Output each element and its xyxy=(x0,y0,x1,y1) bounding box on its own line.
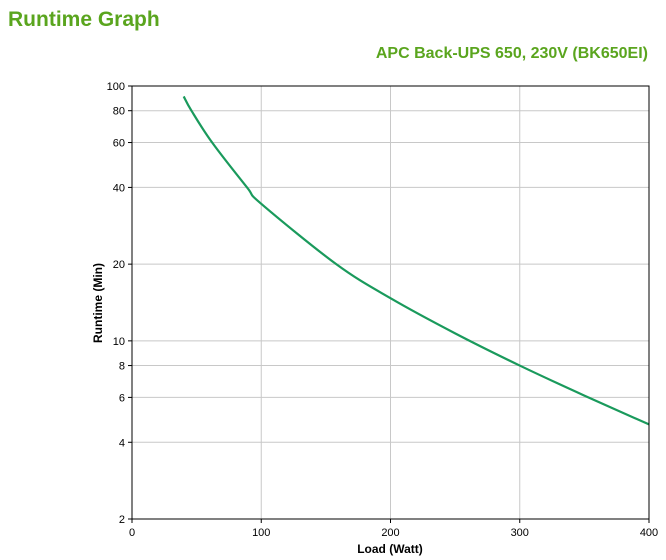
y-tick-label: 40 xyxy=(113,182,125,194)
y-tick-label: 2 xyxy=(119,514,125,526)
y-tick-label: 10 xyxy=(113,336,125,348)
x-tick-label: 300 xyxy=(511,527,529,539)
y-tick-label: 60 xyxy=(113,138,125,150)
y-tick-label: 20 xyxy=(113,259,125,271)
chart-title: APC Back-UPS 650, 230V (BK650EI) xyxy=(375,45,648,62)
x-tick-label: 0 xyxy=(129,527,135,539)
x-tick-label: 100 xyxy=(252,527,270,539)
y-axis-label: Runtime (Min) xyxy=(91,263,105,343)
x-tick-label: 400 xyxy=(640,527,658,539)
y-tick-label: 6 xyxy=(119,392,125,404)
plot-border xyxy=(131,85,650,520)
page-title: Runtime Graph xyxy=(8,8,160,31)
y-tick-label: 80 xyxy=(113,106,125,118)
y-tick-label: 4 xyxy=(119,437,125,449)
y-tick-label: 100 xyxy=(107,81,125,93)
x-axis-label: Load (Watt) xyxy=(357,542,423,556)
runtime-curve xyxy=(182,95,650,426)
y-tick-label: 8 xyxy=(119,361,125,373)
x-tick-label: 200 xyxy=(381,527,399,539)
